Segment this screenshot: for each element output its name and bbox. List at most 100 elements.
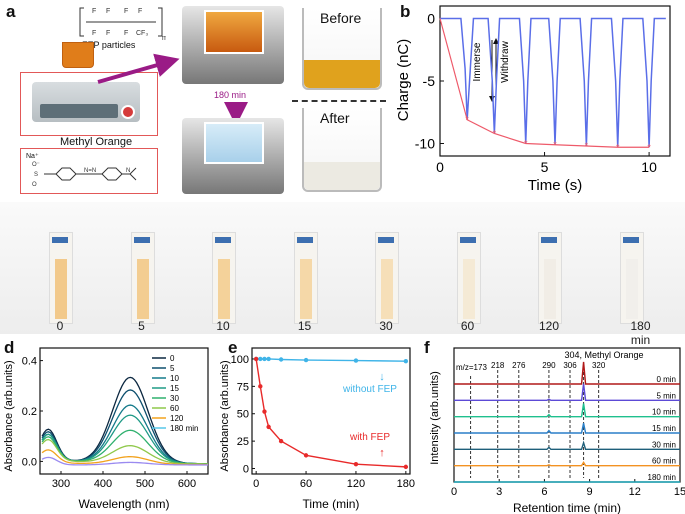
cuvette [130, 232, 155, 324]
cuvette-solution [381, 259, 393, 319]
cuvette-time-label: 180 min [630, 319, 651, 347]
chart-b-xtick-label: 5 [541, 159, 549, 175]
chart-d-ytick-label: 0.4 [22, 356, 37, 368]
cuvette-solution [462, 259, 475, 319]
chart-f-trace [454, 383, 680, 402]
chart-f-xtick-label: 3 [496, 486, 502, 498]
chart-e-ytick-label: 75 [237, 381, 249, 393]
chart-b-ylabel: Charge (nC) [395, 39, 412, 122]
cuvette-cap [296, 237, 313, 243]
chart-f-trace-label: 30 min [652, 440, 676, 449]
cuvette-cap [541, 237, 557, 243]
chart-b-star-point: * [524, 139, 528, 149]
chart-e-xtick-label: 60 [300, 478, 312, 490]
chart-e-point [258, 356, 263, 362]
chart-b-series-envelope [439, 18, 650, 148]
chart-d-series-line [41, 438, 209, 465]
chart-d-xtick-label: 500 [136, 478, 154, 490]
process-arrows [97, 53, 248, 126]
svg-text:F: F [124, 30, 128, 37]
chart-f-trace-label: 10 min [652, 408, 676, 417]
chart-e-annot-without: without FEP [342, 384, 397, 395]
chart-b-ytick-label: -5 [423, 73, 436, 89]
chart-f-xtick-label: 9 [587, 486, 593, 498]
chart-b-xtick-label: 10 [641, 159, 657, 175]
fep-particles-label: FEP particles [82, 40, 136, 50]
chart-f-trace [454, 461, 680, 467]
chart-e-point [253, 356, 259, 362]
chart-f-xtick-label: 6 [541, 486, 547, 498]
svg-text:m: m [162, 35, 166, 42]
chart-e-point [353, 358, 359, 363]
chart-d-legend-label: 10 [170, 374, 179, 383]
chart-d-legend-label: 60 [170, 404, 179, 413]
chart-e-point [353, 461, 359, 467]
svg-text:F: F [106, 8, 110, 15]
chart-b-series-charge [440, 17, 666, 148]
svg-text:F: F [106, 30, 110, 37]
chart-d-xtick-label: 600 [178, 478, 196, 490]
chart-e-point [303, 453, 309, 458]
svg-text:F: F [124, 8, 128, 15]
after-label: After [320, 110, 350, 126]
blue-liquid [204, 122, 264, 164]
chart-e-series-line [255, 358, 406, 468]
chart-f-mass-label: 320 [592, 361, 606, 370]
chart-e-ytick-label: 50 [237, 409, 249, 421]
cuvette-time-label: 0 [56, 319, 64, 333]
stirrer-knob-icon [121, 105, 135, 119]
chart-e-ytick-label: 0 [243, 464, 249, 476]
svg-text:N=N: N=N [84, 168, 96, 174]
chart-e-point [278, 357, 284, 362]
chart-d-xtick-label: 300 [52, 478, 70, 490]
chart-b-star-point: * [465, 115, 469, 125]
orange-liquid [204, 10, 264, 54]
chart-d-frame [39, 347, 209, 475]
chart-d-xlabel: Wavelength (nm) [79, 497, 170, 511]
chart-e: Time (min) Absorbance (arb.units) withou… [220, 347, 415, 511]
chart-e-annot-with: with FEP [349, 432, 390, 443]
chart-e-point [303, 357, 309, 363]
chart-e-point [278, 438, 284, 444]
chart-f: Retention time (min) Intensity (arb.unit… [429, 347, 685, 514]
cuvette [375, 232, 399, 324]
chart-f-trace [454, 403, 680, 418]
chart-f-ylabel: Intensity (arb.units) [429, 371, 441, 465]
chart-d-legend-label: 5 [170, 364, 175, 373]
chart-f-trace-label: 15 min [652, 424, 676, 433]
cuvette-time-label: 60 [460, 319, 475, 333]
chart-d-legend-label: 15 [170, 384, 179, 393]
chart-e-arrow-down-icon: ↓ [379, 371, 385, 383]
panel-label-a: a [6, 2, 16, 21]
chart-f-xtick-label: 0 [451, 486, 457, 498]
chart-d-ylabel: Absorbance (arb.units) [3, 360, 15, 471]
svg-text:F: F [138, 8, 142, 15]
chart-d-ytick-label: 0.2 [22, 406, 37, 418]
chart-d-xtick-label: 400 [94, 478, 112, 490]
chart-f-xtick-label: 12 [629, 486, 641, 498]
chart-f-trace-label: 0 min [656, 375, 676, 384]
chart-f-trace-label: 5 min [656, 391, 676, 400]
chart-e-series-line [256, 358, 406, 362]
chart-e-point [403, 464, 409, 470]
chart-f-trace [454, 422, 680, 434]
beaker-orange-solution [62, 42, 94, 68]
cuvette-solution [55, 259, 67, 319]
chart-b-star-point: * [493, 129, 497, 139]
chart-d-legend-label: 0 [170, 354, 175, 363]
cuvette-solution [136, 259, 149, 319]
chart-e-ylabel: Absorbance (arb.units) [220, 360, 231, 471]
chart-f-mass-label: 218 [491, 361, 505, 370]
svg-text:O: O [32, 182, 37, 188]
svg-text:O⁻: O⁻ [32, 162, 40, 168]
chart-b-xlabel: Time (s) [528, 177, 582, 194]
molecule-box [20, 148, 158, 194]
cuvette-cap [133, 237, 150, 243]
chart-f-peak-label: 304, Methyl Orange [564, 350, 643, 360]
chart-b: Time (s) Charge (nC) Immerse Withdraw 0 5… [395, 5, 671, 194]
chart-b-ytick-label: -10 [415, 136, 435, 152]
sodium-label: Na⁺ [26, 153, 39, 160]
chart-e-arrow-up-icon: ↑ [379, 447, 385, 459]
cuvette-time-label: 5 [138, 319, 145, 333]
chart-e-point [266, 424, 271, 430]
